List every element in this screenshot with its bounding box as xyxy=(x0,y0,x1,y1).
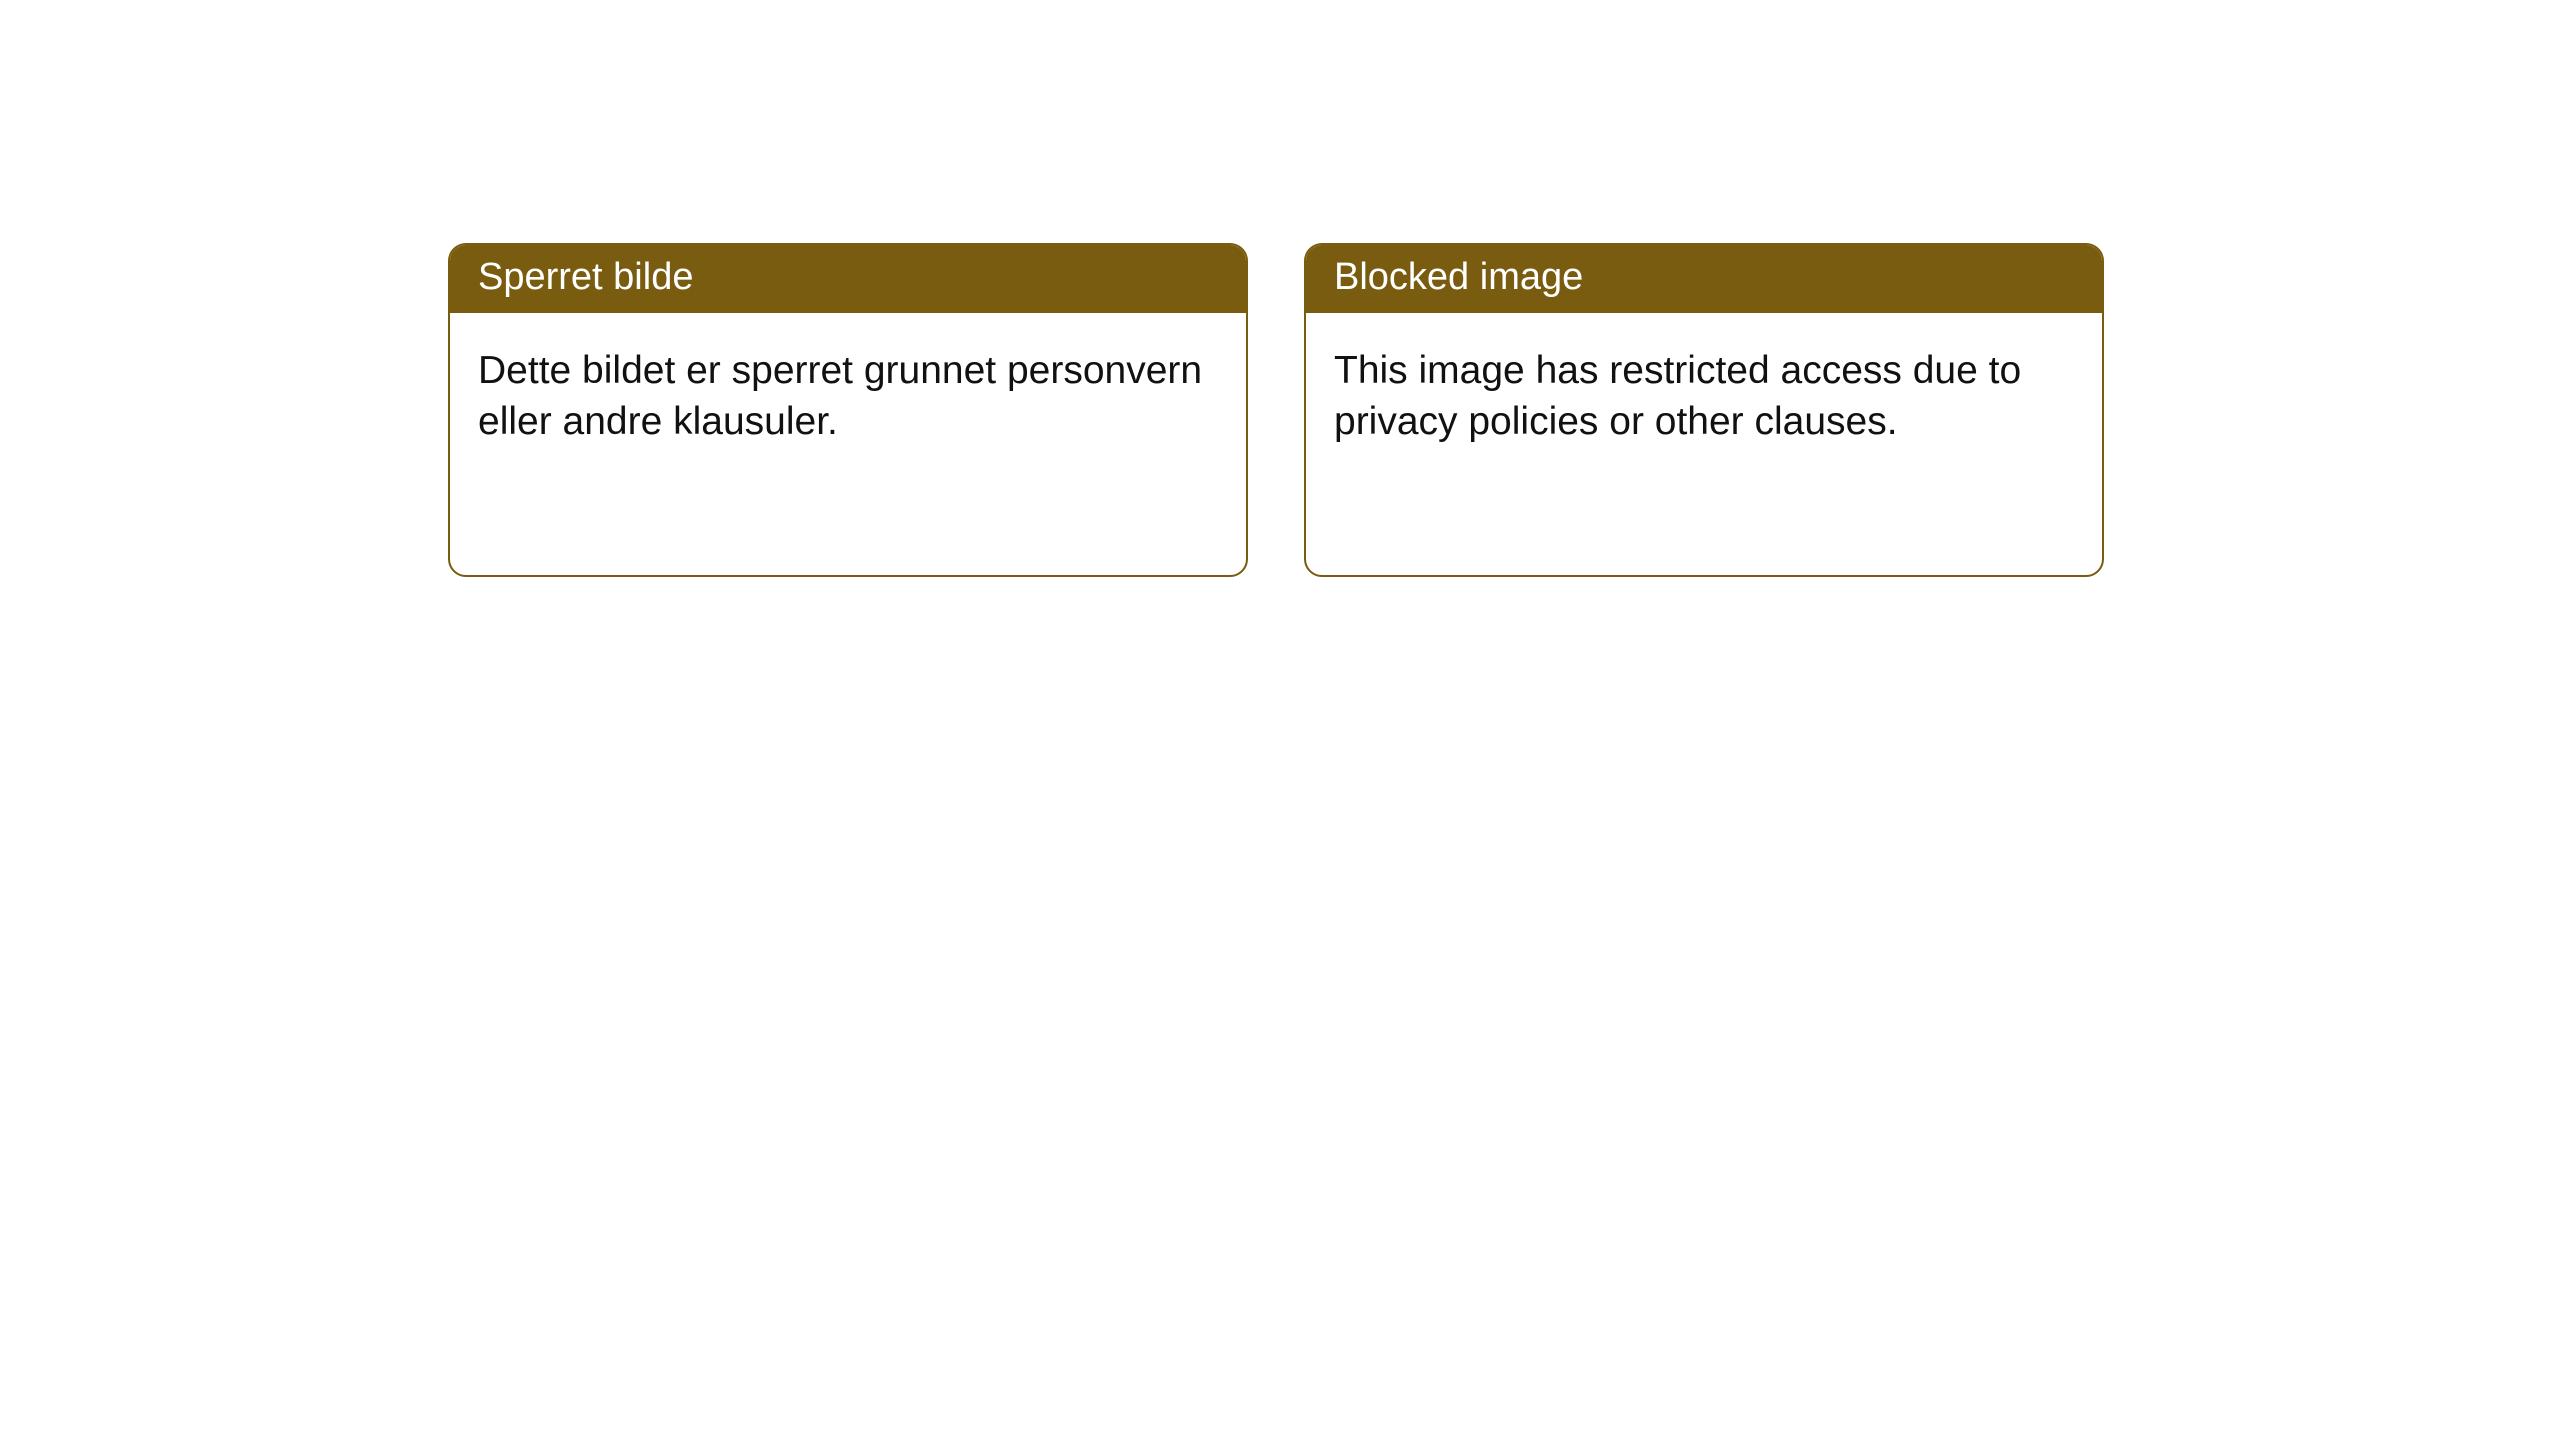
notice-container: Sperret bilde Dette bildet er sperret gr… xyxy=(0,0,2560,577)
card-header: Blocked image xyxy=(1306,245,2102,313)
card-body-text: Dette bildet er sperret grunnet personve… xyxy=(478,349,1202,443)
card-body-text: This image has restricted access due to … xyxy=(1334,349,2021,443)
card-header: Sperret bilde xyxy=(450,245,1246,313)
notice-card-english: Blocked image This image has restricted … xyxy=(1304,243,2104,577)
card-body: Dette bildet er sperret grunnet personve… xyxy=(450,313,1246,480)
card-header-text: Blocked image xyxy=(1334,256,1583,298)
notice-card-norwegian: Sperret bilde Dette bildet er sperret gr… xyxy=(448,243,1248,577)
card-header-text: Sperret bilde xyxy=(478,256,693,298)
card-body: This image has restricted access due to … xyxy=(1306,313,2102,480)
